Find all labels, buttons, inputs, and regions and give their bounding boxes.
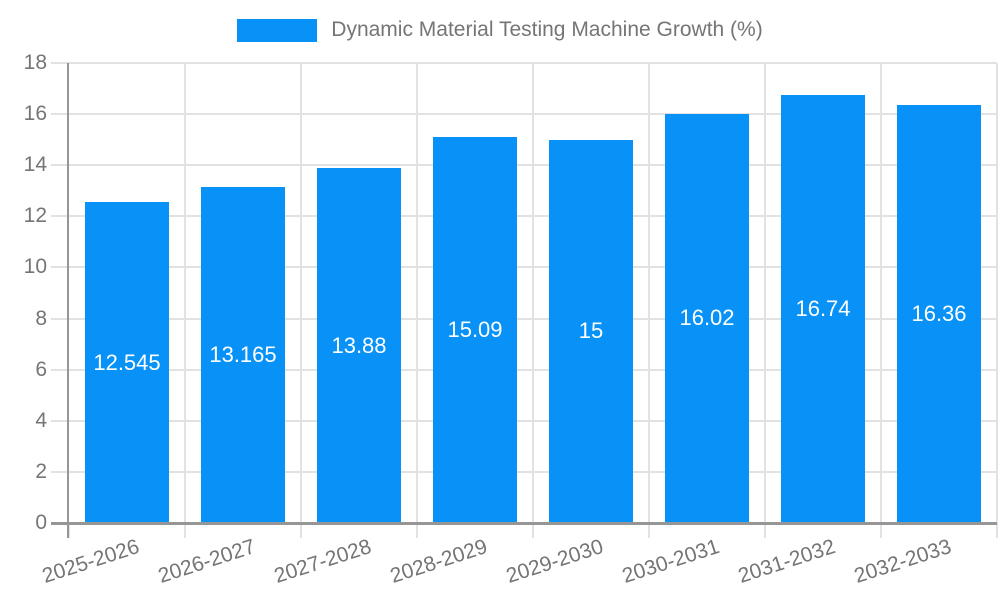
y-gridline xyxy=(51,368,997,371)
legend[interactable]: Dynamic Material Testing Machine Growth … xyxy=(0,18,1000,42)
y-gridline xyxy=(51,164,997,167)
bar xyxy=(665,113,749,522)
y-tick-label: 18 xyxy=(23,51,47,74)
y-tick-label: 8 xyxy=(35,306,47,330)
bar-value-label: 15.09 xyxy=(447,317,503,343)
x-gridline xyxy=(300,63,302,523)
bar xyxy=(549,139,633,522)
bar xyxy=(85,202,169,522)
x-tick-mark xyxy=(764,523,766,538)
x-gridline xyxy=(184,63,186,523)
y-tick-label: 2 xyxy=(35,459,47,483)
x-tick-mark xyxy=(416,523,418,538)
bar-value-label: 16.02 xyxy=(679,305,735,331)
x-gridline xyxy=(996,63,998,523)
x-gridline xyxy=(532,63,534,523)
bar xyxy=(433,137,517,522)
y-tick-label: 16 xyxy=(23,102,47,126)
bar-value-label: 15 xyxy=(578,318,604,344)
bar xyxy=(781,95,865,522)
x-tick-mark xyxy=(68,523,70,538)
y-gridline xyxy=(51,470,997,473)
x-tick-mark xyxy=(648,523,650,538)
bar-value-label: 13.165 xyxy=(209,341,277,367)
y-gridline xyxy=(51,62,997,64)
bar-value-label: 12.545 xyxy=(93,349,161,375)
x-tick-mark xyxy=(996,523,998,538)
x-tick-mark xyxy=(532,523,534,538)
x-gridline xyxy=(764,63,766,523)
x-tick-mark xyxy=(880,523,882,538)
y-gridline xyxy=(51,215,997,218)
x-gridline xyxy=(880,63,882,523)
x-gridline xyxy=(416,63,418,523)
y-gridline xyxy=(51,113,997,116)
y-gridline xyxy=(51,419,997,422)
y-tick-label: 6 xyxy=(35,357,47,381)
bar xyxy=(317,168,401,522)
legend-swatch xyxy=(237,18,318,42)
y-tick-label: 4 xyxy=(35,408,47,432)
bar-value-label: 16.36 xyxy=(911,300,967,326)
bar xyxy=(201,186,285,522)
x-axis-line xyxy=(51,522,997,525)
x-tick-mark xyxy=(300,523,302,538)
y-tick-label: 14 xyxy=(23,153,47,177)
y-axis-line xyxy=(67,63,69,538)
y-tick-label: 0 xyxy=(35,511,47,534)
legend-label: Dynamic Material Testing Machine Growth … xyxy=(331,18,763,41)
bar-value-label: 16.74 xyxy=(795,296,851,322)
x-tick-mark xyxy=(184,523,186,538)
x-gridline xyxy=(648,63,650,523)
y-gridline xyxy=(51,266,997,269)
bar-value-label: 13.88 xyxy=(331,332,387,358)
y-tick-label: 12 xyxy=(23,204,47,228)
bar xyxy=(897,104,981,522)
y-gridline xyxy=(51,317,997,320)
y-tick-label: 10 xyxy=(23,255,47,279)
